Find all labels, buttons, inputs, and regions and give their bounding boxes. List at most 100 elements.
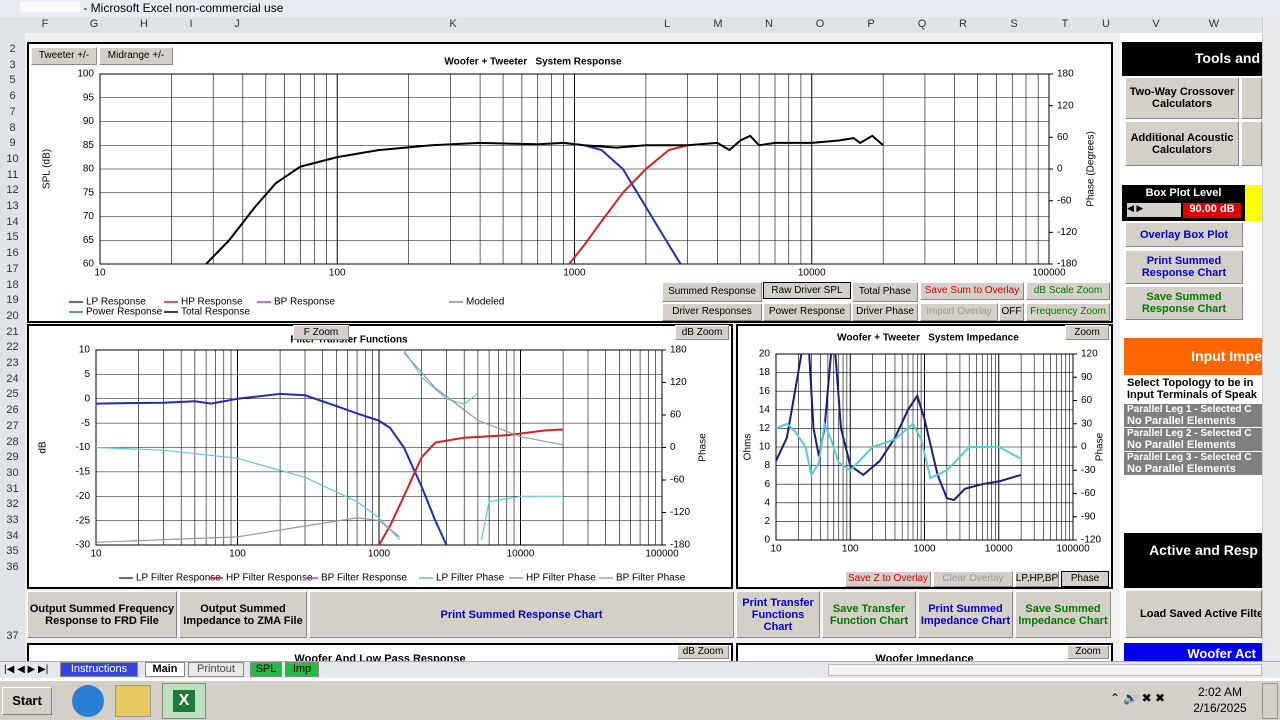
row-label: 26 <box>6 404 19 417</box>
y-axis-title: Ohms <box>743 434 754 461</box>
column-label: O <box>815 18 825 30</box>
button[interactable]: OFF <box>999 303 1024 321</box>
sheet-tab-bar: |◀ ◀ ▶ ▶| Instructions Main Printout SPL Imp <box>0 661 1280 678</box>
button[interactable]: Frequency Zoom <box>1026 303 1110 321</box>
panel-header: Active and Resp <box>1124 533 1262 588</box>
sheet-tab[interactable]: SPL <box>250 662 282 677</box>
sheet-tab[interactable]: Instructions <box>60 662 138 677</box>
button[interactable]: Zoom <box>1067 645 1109 659</box>
chart-frame: 10 100 1000 10000 100000 60 65 70 75 80 85 90 95 100 -… <box>27 42 1113 323</box>
ie-icon[interactable] <box>72 685 104 717</box>
row-label: 29 <box>6 451 19 464</box>
y-tick-label: 5 <box>84 369 90 380</box>
button[interactable]: LP,HP,BP <box>1015 571 1059 587</box>
button[interactable]: dB Zoom <box>675 325 729 340</box>
text: Input Terminals of Speak <box>1127 389 1257 401</box>
button[interactable]: Print Summed Impedance Chart <box>918 591 1013 638</box>
y-tick-label: 2 <box>764 516 770 527</box>
y2-tick-label: -60 <box>670 475 685 486</box>
row-label: 14 <box>6 215 19 228</box>
button[interactable] <box>1241 121 1262 166</box>
button[interactable]: dB Scale Zoom <box>1026 282 1110 300</box>
x-tick-label: 100 <box>329 268 346 279</box>
y-tick-label: 8 <box>764 460 770 471</box>
series-line <box>775 420 1022 480</box>
button[interactable]: Phase <box>1061 571 1109 587</box>
spinner[interactable]: ◀ ▶ <box>1127 203 1181 217</box>
y-tick-label: 85 <box>83 140 95 151</box>
y-axis-title: SPL (dB) <box>42 149 53 189</box>
y2-tick-label: -60 <box>1057 195 1072 206</box>
panel-header: Input Impe <box>1124 338 1262 375</box>
button[interactable]: Clear Overlay <box>933 571 1013 587</box>
button[interactable]: Total Phase <box>852 282 918 302</box>
button[interactable]: Print Summed Response Chart <box>1125 250 1243 284</box>
sheet-tab[interactable]: Main <box>145 662 185 677</box>
y-tick-label: 80 <box>83 164 95 175</box>
button[interactable]: Overlay Box Plot <box>1125 222 1243 247</box>
sheet-tab[interactable]: Printout <box>188 662 244 677</box>
button[interactable]: Midrange +/- <box>99 47 173 65</box>
legend-label: Total Response <box>181 307 250 318</box>
y-tick-label: 18 <box>759 367 771 378</box>
button[interactable]: Save Transfer Function Chart <box>822 591 916 638</box>
horizontal-scrollbar[interactable] <box>828 664 1262 676</box>
start-button[interactable]: Start <box>2 687 52 715</box>
button[interactable]: Import Overlay <box>920 303 998 321</box>
y2-tick-label: -60 <box>1081 488 1096 499</box>
show-desktop[interactable] <box>1262 683 1278 719</box>
tab-navigation[interactable]: |◀ ◀ ▶ ▶| <box>4 664 49 675</box>
tray-icons[interactable]: ⌃ 🔊 ✖ ✖ <box>1110 691 1166 705</box>
button[interactable]: Raw Driver SPL <box>763 282 851 299</box>
button[interactable]: dB Zoom <box>677 645 729 659</box>
button[interactable]: Zoom <box>1065 325 1109 340</box>
button[interactable]: Save Summed Impedance Chart <box>1015 591 1111 638</box>
y2-tick-label: -30 <box>1081 465 1096 476</box>
button[interactable]: F Zoom <box>293 325 349 340</box>
x-tick-label: 10000 <box>507 549 535 560</box>
chart-frame: Woofer Impedance <box>736 643 1113 665</box>
y2-tick-label: -120 <box>1057 227 1077 238</box>
button[interactable]: Save Summed Response Chart <box>1125 286 1243 320</box>
button[interactable] <box>1241 77 1262 119</box>
button[interactable]: Save Z to Overlay <box>845 571 931 587</box>
row-label: 18 <box>6 278 19 291</box>
row-label: 30 <box>6 466 19 479</box>
column-header: F G H I J K L M N O P Q R S T U V W <box>0 17 1262 33</box>
button[interactable]: Additional Acoustic Calculators <box>1125 121 1239 166</box>
x-tick-label: 100000 <box>1032 268 1066 279</box>
panel-header: Woofer Act <box>1124 643 1262 661</box>
vertical-scrollbar[interactable] <box>1262 17 1280 661</box>
chart: 10 100 1000 10000 100000 0 2 4 6 8 10 12 14 16 18 20 -12… <box>743 333 1106 555</box>
y2-tick-label: 0 <box>670 442 676 453</box>
button[interactable]: Tweeter +/- <box>31 47 97 65</box>
explorer-icon[interactable] <box>115 685 151 717</box>
sheet-tab[interactable]: Imp <box>285 662 319 677</box>
row-label: 34 <box>6 529 19 542</box>
y2-tick-label: 0 <box>1081 442 1087 453</box>
button[interactable]: Print Transfer Functions Chart <box>736 591 820 638</box>
y2-tick-label: -120 <box>1081 535 1101 546</box>
legend-label: HP Filter Response <box>226 573 313 584</box>
button[interactable]: Output Summed Frequency Response to FRD … <box>27 591 177 638</box>
x-tick-label: 100000 <box>1056 544 1090 555</box>
button[interactable]: Output Summed Impedance to ZMA File <box>179 591 307 638</box>
indicator <box>1245 185 1262 221</box>
row-label: 12 <box>6 184 19 197</box>
leg-title: Parallel Leg 1 - Selected C <box>1124 404 1262 415</box>
column-label: I <box>189 18 193 30</box>
y2-tick-label: -90 <box>1081 511 1096 522</box>
button[interactable]: Two-Way Crossover Calculators <box>1125 77 1239 119</box>
column-label: R <box>959 18 967 30</box>
x-tick-label: 1000 <box>368 549 391 560</box>
button[interactable]: Driver Responses <box>662 303 762 321</box>
button[interactable]: Power Response <box>763 303 851 321</box>
button[interactable]: Print Summed Response Chart <box>309 591 734 638</box>
button[interactable]: Load Saved Active Filte <box>1125 590 1262 638</box>
row-label: 13 <box>6 200 19 212</box>
button[interactable]: Summed Response <box>662 282 762 302</box>
button[interactable]: Driver Phase <box>852 303 918 321</box>
button[interactable]: Save Sum to Overlay <box>920 282 1024 300</box>
excel-icon[interactable]: X <box>162 683 206 719</box>
